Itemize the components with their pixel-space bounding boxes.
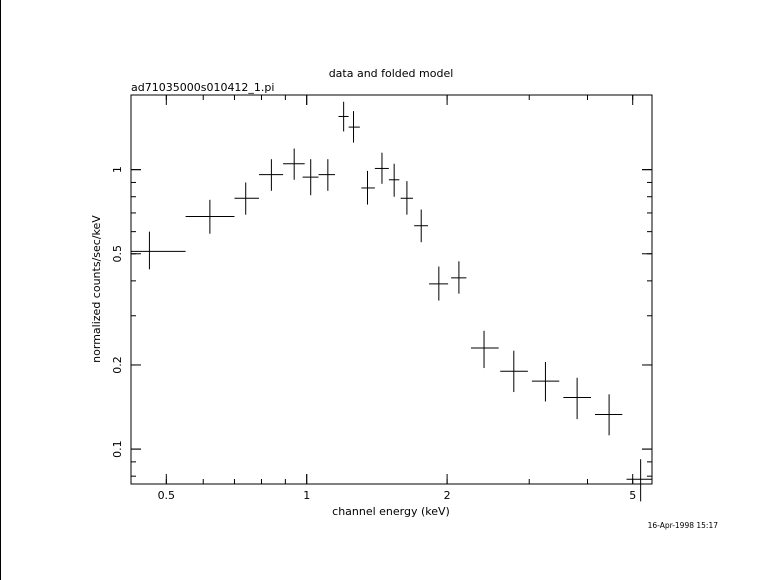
x-tick-label: 2 xyxy=(444,489,451,502)
data-point xyxy=(185,199,235,234)
data-points xyxy=(131,101,652,502)
data-point xyxy=(318,159,336,191)
plot-frame xyxy=(130,94,653,485)
y-tick-label: 0.2 xyxy=(111,356,124,374)
y-tick-label: 0.5 xyxy=(111,245,124,263)
data-point xyxy=(388,163,400,197)
data-point xyxy=(400,181,413,215)
data-point xyxy=(348,111,360,143)
data-point xyxy=(594,394,623,436)
y-tick-label: 0.1 xyxy=(111,440,124,458)
data-point xyxy=(338,101,349,132)
data-point xyxy=(374,152,389,184)
axis-tick-labels: 0.5 1 2 5 0.1 0.2 0.5 1 xyxy=(111,166,636,502)
data-point xyxy=(131,231,186,270)
window-left-border xyxy=(0,0,1,580)
chart-title: data and folded model xyxy=(329,67,454,80)
data-point xyxy=(563,377,592,420)
data-point xyxy=(414,209,429,243)
data-point xyxy=(470,330,499,369)
x-tick-label: 0.5 xyxy=(158,489,176,502)
data-point xyxy=(626,459,652,502)
data-point xyxy=(500,350,528,393)
y-tick-label: 1 xyxy=(111,166,124,173)
axis-ticks xyxy=(131,95,652,484)
data-point xyxy=(361,170,375,205)
chart-subtitle: ad71035000s010412_1.pi xyxy=(131,81,274,94)
x-axis-label: channel energy (keV) xyxy=(332,505,450,518)
data-point xyxy=(258,159,284,191)
data-point xyxy=(302,159,319,196)
data-point xyxy=(451,261,467,294)
x-tick-label: 1 xyxy=(303,489,310,502)
y-axis-label: normalized counts/sec/keV xyxy=(90,215,103,363)
data-point xyxy=(429,266,449,301)
data-point xyxy=(531,361,560,402)
data-point xyxy=(234,182,259,215)
data-point xyxy=(283,148,305,180)
x-tick-label: 5 xyxy=(629,489,636,502)
plot-timestamp: 16-Apr-1998 15:17 xyxy=(648,521,719,530)
